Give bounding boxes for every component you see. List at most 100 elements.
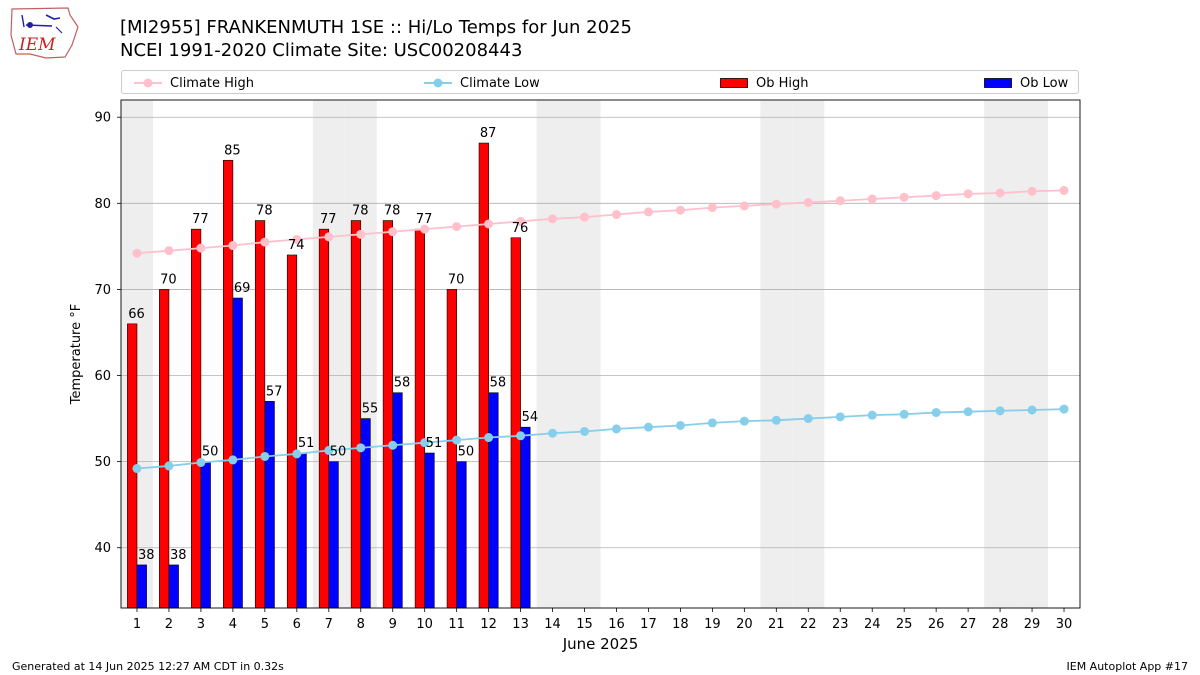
point-climate-low-day-12 [484,433,494,443]
x-tick-label-19: 19 [704,617,721,632]
point-climate-high-day-2 [164,246,174,256]
weekend-shade-day-15 [568,100,601,608]
point-climate-high-day-8 [356,229,366,239]
point-climate-low-day-5 [260,451,270,461]
point-climate-high-day-23 [835,196,845,206]
point-climate-high-day-5 [260,237,270,247]
weekend-shade-day-7 [312,100,345,608]
label-ob-low-day-11: 50 [458,445,475,460]
label-ob-high-day-9: 78 [384,204,401,219]
point-climate-low-day-16 [611,424,621,434]
x-tick-label-2: 2 [165,617,173,632]
label-ob-high-day-4: 85 [224,143,241,158]
label-ob-high-day-1: 66 [128,307,145,322]
legend-label-climate-high: Climate High [170,75,255,91]
x-tick-label-3: 3 [197,617,205,632]
label-ob-high-day-7: 77 [320,212,337,227]
x-tick-label-20: 20 [736,617,753,632]
weekend-shade-day-8 [344,100,377,608]
y-axis-label: Temperature °F [69,304,84,405]
bar-ob-high-day-2 [159,289,170,609]
legend-marker-ob-high [720,78,748,88]
bar-ob-high-day-3 [191,228,202,609]
x-tick-label-30: 30 [1056,617,1073,632]
point-climate-low-day-11 [452,435,462,445]
bar-ob-high-day-12 [478,142,489,609]
point-climate-high-day-14 [548,214,558,224]
x-tick-label-21: 21 [768,617,785,632]
bar-ob-high-day-11 [446,289,457,609]
point-climate-low-day-9 [388,440,398,450]
x-tick-label-5: 5 [261,617,269,632]
bar-ob-low-day-10 [424,452,435,609]
label-ob-low-day-6: 51 [298,436,315,451]
x-tick-label-11: 11 [448,617,465,632]
plot-frame [120,99,1081,609]
point-climate-high-day-19 [707,203,717,213]
label-ob-low-day-7: 50 [330,445,347,460]
weekend-shade-day-29 [1016,100,1049,608]
point-climate-low-day-28 [995,406,1005,416]
label-ob-high-day-10: 77 [416,212,433,227]
x-tick-label-26: 26 [928,617,945,632]
point-climate-high-day-17 [643,207,653,217]
point-climate-low-day-6 [292,449,302,459]
x-tick-label-29: 29 [1024,617,1041,632]
x-tick-label-9: 9 [389,617,397,632]
x-tick-label-28: 28 [992,617,1009,632]
label-ob-high-day-12: 87 [480,126,497,141]
label-ob-high-day-3: 77 [192,212,209,227]
point-climate-low-day-15 [580,426,590,436]
point-climate-high-day-12 [484,219,494,229]
x-tick-label-7: 7 [325,617,333,632]
point-climate-low-day-25 [899,409,909,419]
bar-ob-low-day-11 [456,461,467,609]
point-climate-low-day-13 [516,431,526,441]
point-climate-low-day-19 [707,418,717,428]
bar-ob-low-day-13 [520,426,531,609]
legend-label-climate-low: Climate Low [460,75,540,91]
iem-logo: IEM [10,7,79,59]
bar-ob-high-day-6 [286,254,298,609]
label-ob-high-day-2: 70 [160,272,177,287]
point-climate-low-day-22 [803,414,813,424]
weekend-shade-day-21 [760,100,793,608]
label-ob-high-day-11: 70 [448,272,465,287]
label-ob-low-day-12: 58 [490,376,507,391]
legend-item-ob-high: Ob High [720,74,809,92]
bar-ob-high-day-8 [350,220,362,609]
bar-ob-high-day-4 [222,159,234,609]
label-ob-low-day-2: 38 [170,548,187,563]
legend-label-ob-high: Ob High [756,75,809,91]
bar-ob-high-day-13 [510,237,521,609]
point-climate-high-day-20 [739,201,749,211]
legend: Climate High Climate Low Ob High Ob Low [121,70,1079,94]
bar-ob-low-day-5 [264,401,275,609]
point-climate-high-day-27 [963,189,973,199]
point-climate-high-day-30 [1059,185,1069,195]
footer-app-text: IEM Autoplot App #17 [1066,660,1189,673]
bar-ob-high-day-7 [318,228,330,609]
point-climate-low-day-4 [228,455,238,465]
weekend-shade-day-28 [984,100,1017,608]
bar-ob-high-day-9 [382,220,394,609]
point-climate-high-day-4 [228,241,238,251]
bar-ob-low-day-7 [328,461,339,609]
bar-ob-low-day-3 [200,461,211,609]
point-climate-low-day-20 [739,416,749,426]
label-ob-low-day-10: 51 [426,436,443,451]
x-tick-label-15: 15 [576,617,593,632]
point-climate-high-day-3 [196,243,206,253]
x-tick-label-4: 4 [229,617,237,632]
point-climate-low-day-1 [132,464,142,474]
point-climate-low-day-23 [835,412,845,422]
point-climate-low-day-3 [196,457,206,467]
label-ob-high-day-8: 78 [352,204,369,219]
point-climate-low-day-2 [164,461,174,471]
chart-title: [MI2955] FRANKENMUTH 1SE :: Hi/Lo Temps … [120,17,632,38]
point-climate-high-day-18 [675,205,685,215]
label-ob-high-day-5: 78 [256,204,273,219]
x-tick-label-24: 24 [864,617,881,632]
weekend-shade-day-14 [536,100,569,608]
label-ob-low-day-3: 50 [202,445,219,460]
